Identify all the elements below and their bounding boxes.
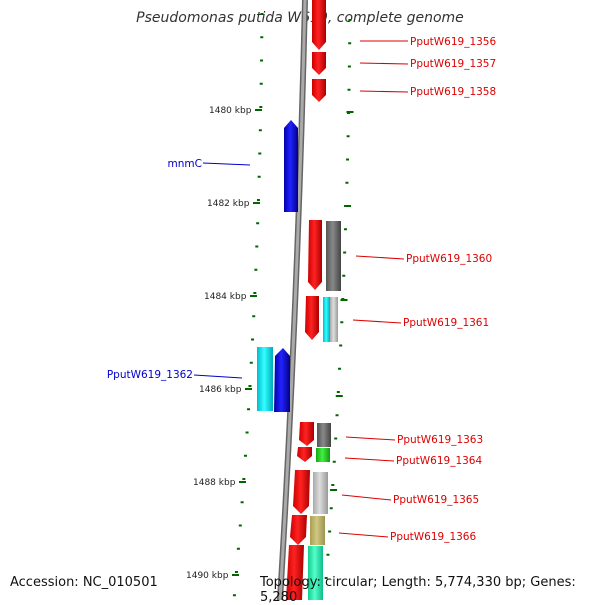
cog-bar-light-gray [330, 297, 338, 342]
cog-bar-cyan [257, 347, 273, 411]
gene-PputW619_1366[interactable] [290, 515, 325, 545]
leader-line-1357 [359, 62, 409, 65]
scale-label: 1486 kbp [199, 385, 242, 395]
leader-lines [193, 40, 409, 538]
gene-unlabeled-bottom[interactable] [286, 545, 323, 600]
inner-tick-ring [232, 13, 264, 597]
map-title: Pseudomonas putida W619, complete genome [136, 10, 464, 26]
gene-label[interactable]: PputW619_1362 [107, 369, 193, 381]
gene-PputW619_1357[interactable] [312, 52, 326, 75]
gene-PputW619_1361[interactable] [305, 296, 338, 342]
scale-label: 1480 kbp [209, 106, 252, 116]
gene-label[interactable]: PputW619_1358 [410, 86, 496, 98]
scale-label: 1490 kbp [186, 571, 229, 581]
scale-label: 1482 kbp [207, 199, 250, 209]
leader-line-1363 [345, 436, 396, 441]
gene-PputW619_1364[interactable] [297, 447, 330, 462]
scale-label: 1488 kbp [193, 478, 236, 488]
cog-bar-light-gray [313, 472, 328, 514]
gene-label[interactable]: PputW619_1360 [406, 253, 492, 265]
gene-label[interactable]: PputW619_1361 [403, 317, 489, 329]
gene-label[interactable]: PputW619_1357 [410, 58, 496, 70]
major-ticks [232, 109, 262, 576]
gene-label[interactable]: PputW619_1363 [397, 434, 483, 446]
outer-tick-ring [324, 19, 354, 579]
genome-backbone-highlight [278, 0, 307, 600]
gene-PputW619_1365[interactable] [293, 470, 328, 514]
cog-bar-dark-gray [326, 221, 341, 291]
leader-line-1361 [352, 319, 402, 324]
gene-label[interactable]: PputW619_1366 [390, 531, 476, 543]
cog-bar-dark-gray [317, 423, 331, 447]
gene-label[interactable]: mnmC [168, 158, 202, 170]
leader-line-1365 [341, 494, 392, 501]
gene-mnmC[interactable] [284, 120, 298, 212]
accession-text: Accession: NC_010501 [10, 575, 158, 590]
gene-label[interactable]: PputW619_1356 [410, 36, 496, 48]
scale-label: 1484 kbp [204, 292, 247, 302]
gene-label[interactable]: PputW619_1364 [396, 455, 482, 467]
scale-labels: 1480 kbp 1482 kbp 1484 kbp 1486 kbp 1488… [186, 106, 252, 581]
leader-line-1366 [338, 532, 389, 538]
cog-bar-cyan [323, 297, 330, 342]
leader-line-1364 [344, 457, 395, 462]
gene-PputW619_1356[interactable] [312, 0, 326, 50]
genome-summary-text: Topology: circular; Length: 5,774,330 bp… [260, 575, 576, 605]
leader-line-mnmC [202, 162, 251, 166]
gene-labels: PputW619_1356 PputW619_1357 PputW619_135… [107, 36, 497, 543]
gene-PputW619_1362[interactable] [257, 347, 290, 412]
leader-line-1362 [193, 374, 243, 379]
leader-line-1360 [355, 255, 405, 260]
cog-bar-khaki [310, 516, 325, 545]
gene-PputW619_1363[interactable] [299, 422, 331, 447]
gene-PputW619_1360[interactable] [308, 220, 341, 291]
cog-bar-aquamarine [308, 546, 323, 600]
gene-label[interactable]: PputW619_1365 [393, 494, 479, 506]
cog-bar-green [316, 448, 330, 462]
leader-line-1358 [359, 90, 409, 93]
gene-PputW619_1358[interactable] [312, 79, 326, 102]
